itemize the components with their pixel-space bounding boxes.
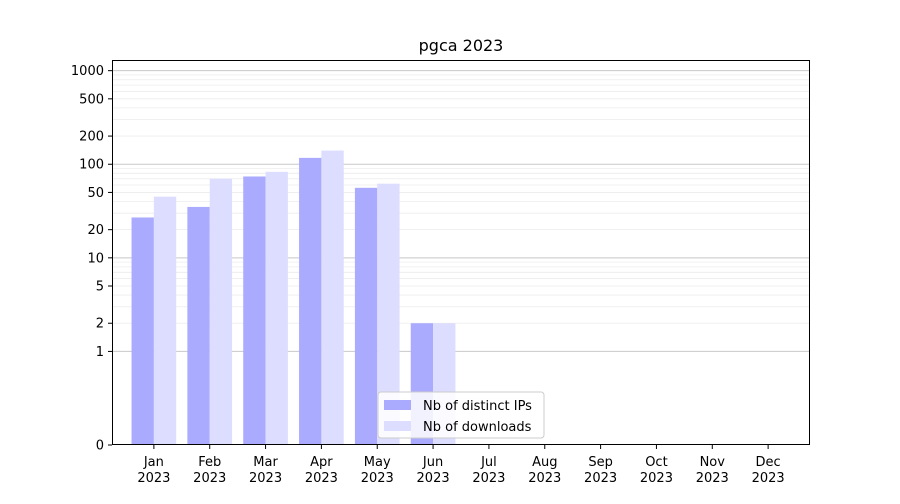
x-tick-label-year: 2023: [417, 471, 450, 486]
y-tick-label: 200: [79, 130, 104, 145]
y-tick-label: 2: [96, 317, 104, 332]
legend: Nb of distinct IPs Nb of downloads: [377, 391, 545, 439]
legend-swatch: [384, 421, 411, 431]
y-tick-label: 100: [79, 158, 104, 173]
x-tick-label-year: 2023: [640, 471, 673, 486]
x-tick-label-year: 2023: [193, 471, 226, 486]
x-tick-label-month: Nov: [700, 455, 726, 470]
bar-distinct-ips: [354, 187, 378, 445]
x-tick-label-month: Aug: [532, 455, 557, 470]
x-tick-label-year: 2023: [305, 471, 338, 486]
y-tick-label: 10: [87, 251, 104, 266]
x-tick-label-year: 2023: [361, 471, 394, 486]
bar-distinct-ips: [187, 206, 210, 445]
plot-frame: [112, 60, 810, 445]
y-tick-label: 20: [87, 223, 104, 238]
y-tick-label: 0: [96, 439, 104, 454]
legend-label: Nb of downloads: [423, 420, 532, 435]
legend-box: [377, 391, 545, 439]
y-axis-ticks: 0 1 2 5 10 20 50 100 200 500 1000: [71, 64, 112, 454]
y-tick-label: 1000: [71, 64, 104, 79]
bar-downloads: [377, 183, 400, 445]
x-tick-label-year: 2023: [752, 471, 785, 486]
x-tick-label-month: Mar: [253, 455, 278, 470]
bar-downloads: [153, 196, 177, 445]
bar-distinct-ips: [243, 176, 266, 446]
bar-downloads: [209, 178, 233, 446]
x-tick-label-year: 2023: [696, 471, 729, 486]
y-tick-label: 50: [87, 186, 104, 201]
x-tick-label-year: 2023: [584, 471, 617, 486]
x-tick-label-month: Jun: [422, 455, 443, 470]
x-tick-label-month: Dec: [756, 455, 781, 470]
legend-swatch: [384, 400, 411, 410]
x-tick-label-month: May: [364, 455, 391, 470]
y-tick-label: 500: [79, 92, 104, 107]
x-axis-ticks: Jan2023Feb2023Mar2023Apr2023May2023Jun20…: [137, 445, 785, 486]
y-tick-label: 5: [96, 280, 104, 295]
x-tick-label-month: Jul: [480, 455, 497, 470]
x-tick-label-month: Sep: [588, 455, 613, 470]
bar-distinct-ips: [131, 217, 154, 445]
y-tick-label: 1: [96, 345, 104, 360]
bar-downloads: [265, 171, 288, 445]
legend-label: Nb of distinct IPs: [423, 399, 532, 414]
bar-distinct-ips: [299, 157, 322, 446]
x-tick-label-month: Jan: [143, 455, 164, 470]
x-tick-label-year: 2023: [528, 471, 561, 486]
x-tick-label-month: Oct: [645, 455, 667, 470]
bar-downloads: [321, 150, 344, 445]
x-tick-label-year: 2023: [137, 471, 170, 486]
chart-title: pgca 2023: [419, 36, 504, 55]
x-tick-label-year: 2023: [249, 471, 282, 486]
x-tick-label-year: 2023: [472, 471, 505, 486]
x-tick-label-month: Apr: [310, 455, 333, 470]
x-tick-label-month: Feb: [198, 455, 221, 470]
